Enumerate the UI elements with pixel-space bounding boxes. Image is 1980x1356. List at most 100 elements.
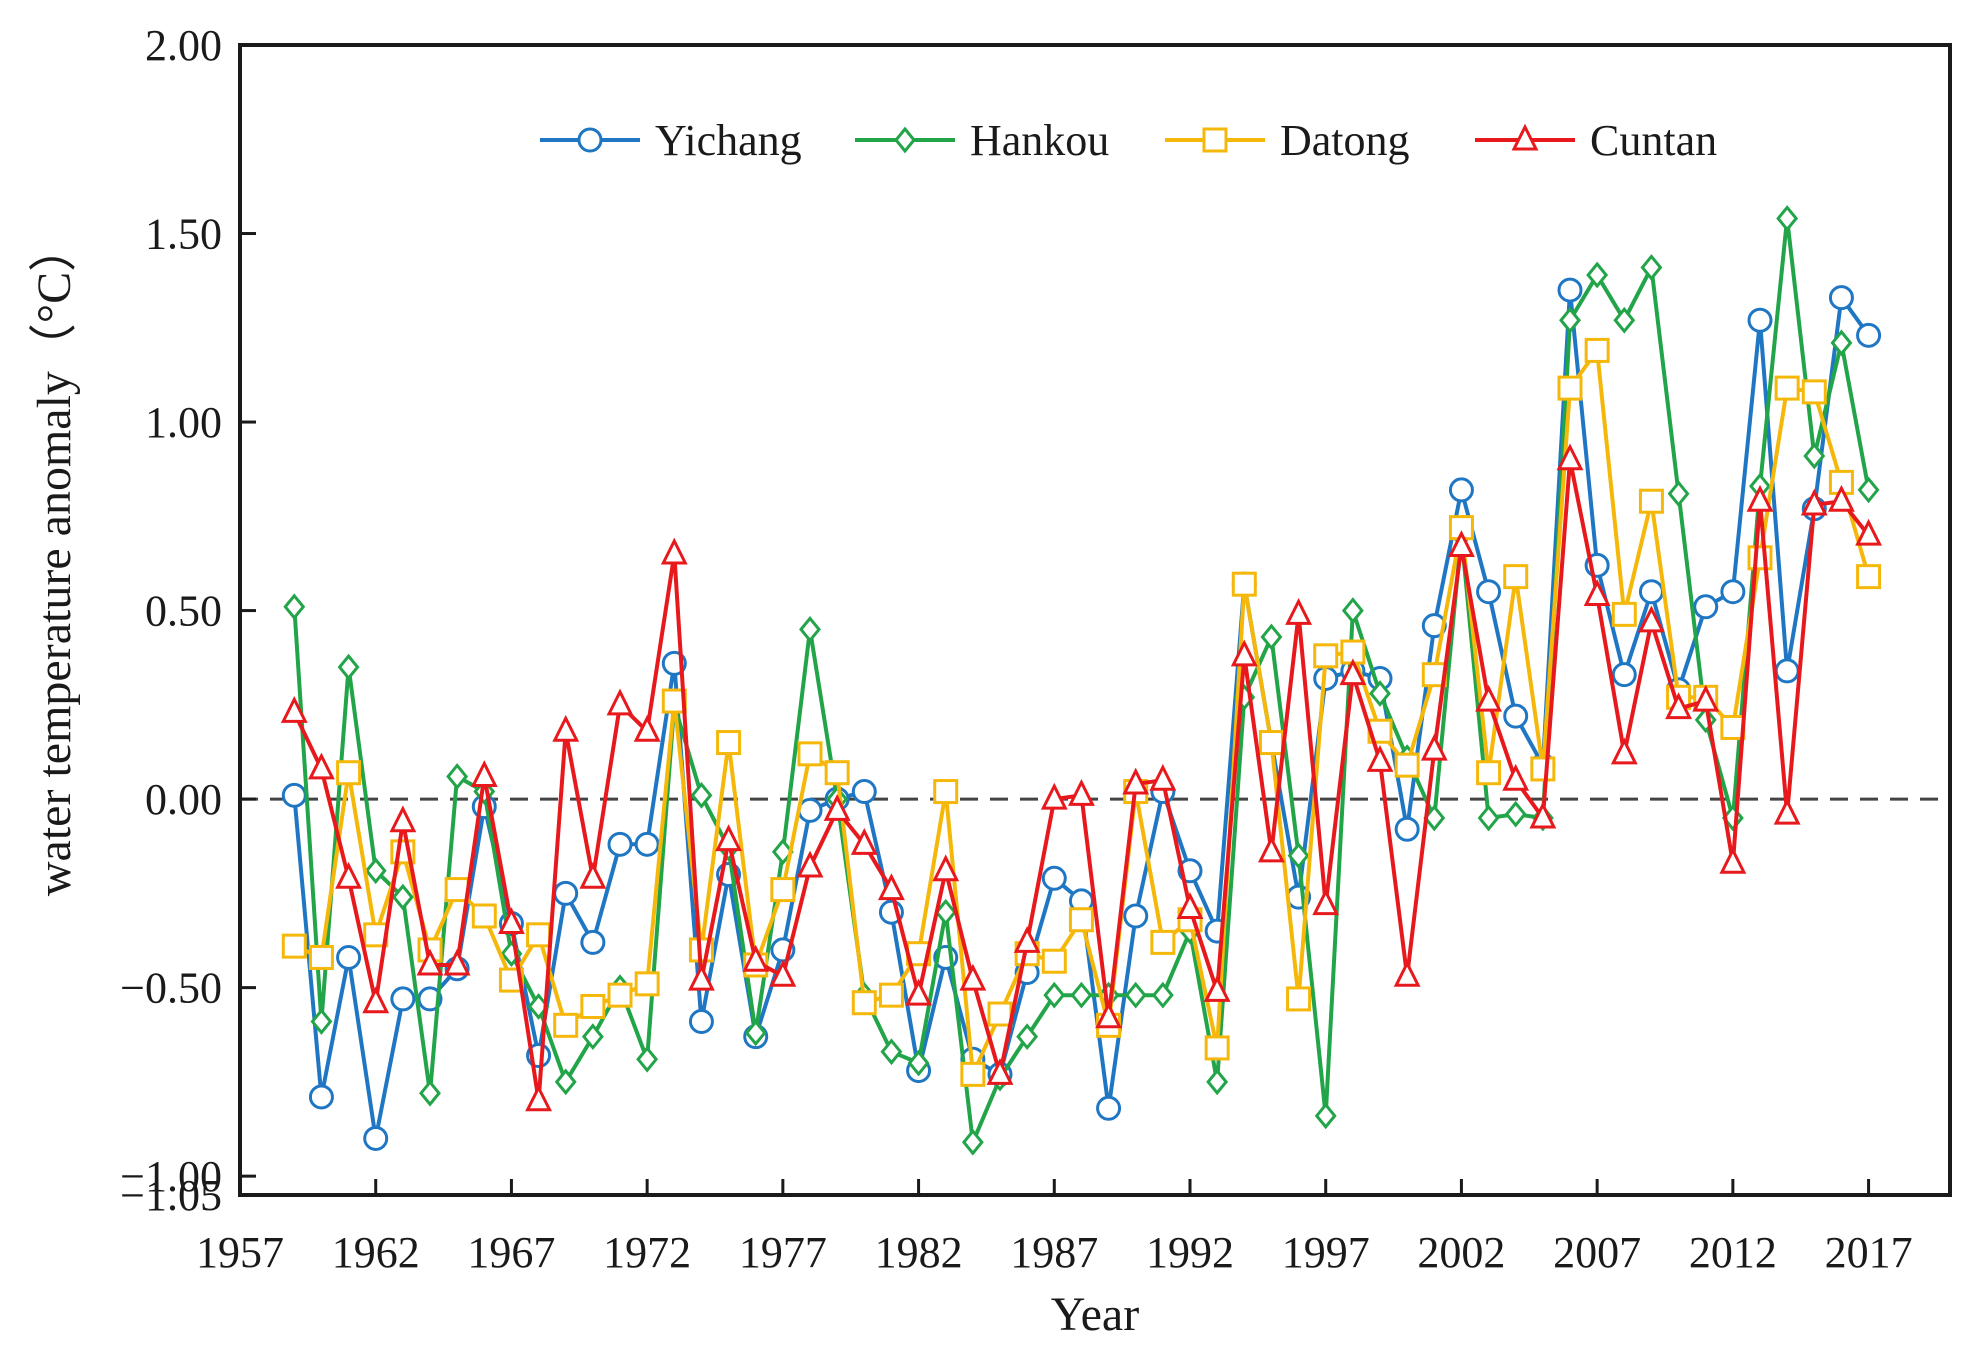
data-point-datong bbox=[607, 982, 633, 1008]
series-cuntan bbox=[280, 443, 1882, 1112]
data-point-yichang bbox=[580, 929, 606, 955]
data-point-datong bbox=[1530, 756, 1556, 782]
data-point-cuntan bbox=[416, 948, 444, 976]
data-point-datong bbox=[308, 944, 334, 970]
data-point-yichang bbox=[1557, 277, 1583, 303]
data-point-yichang bbox=[1448, 477, 1474, 503]
data-point-cuntan bbox=[1502, 763, 1530, 791]
data-point-hankou bbox=[1803, 442, 1826, 470]
y-axis-title: water temperature anomaly（°C） bbox=[28, 224, 81, 896]
legend-marker-yichang bbox=[577, 127, 603, 153]
data-point-hankou bbox=[337, 653, 360, 681]
data-point-datong bbox=[553, 1012, 579, 1038]
data-point-datong bbox=[770, 877, 796, 903]
data-point-datong bbox=[851, 990, 877, 1016]
data-point-datong bbox=[1204, 1035, 1230, 1061]
data-point-hankou bbox=[690, 781, 713, 809]
data-point-cuntan bbox=[1393, 959, 1421, 987]
data-point-yichang bbox=[851, 779, 877, 805]
data-point-cuntan bbox=[470, 760, 498, 787]
data-point-cuntan bbox=[1366, 745, 1394, 772]
legend-item-yichang: Yichang bbox=[540, 116, 802, 165]
data-point-hankou bbox=[1504, 800, 1527, 828]
data-point-cuntan bbox=[796, 850, 824, 878]
data-point-datong bbox=[1611, 601, 1637, 627]
x-tick-label: 1977 bbox=[739, 1228, 827, 1277]
data-point-hankou bbox=[1477, 804, 1500, 832]
data-point-yichang bbox=[1503, 703, 1529, 729]
data-point-datong bbox=[1503, 564, 1529, 590]
data-point-hankou bbox=[419, 1079, 441, 1107]
data-point-cuntan bbox=[905, 978, 932, 1006]
data-point-datong bbox=[1258, 730, 1284, 756]
data-point-cuntan bbox=[1122, 767, 1150, 795]
x-tick-label: 1962 bbox=[332, 1228, 420, 1277]
data-point-hankou bbox=[1341, 597, 1364, 624]
data-point-hankou bbox=[1314, 1102, 1337, 1130]
data-point-yichang bbox=[797, 797, 823, 823]
series-layer bbox=[280, 205, 1882, 1156]
y-tick-label: −1.00 bbox=[120, 1152, 222, 1201]
data-point-cuntan bbox=[742, 944, 770, 972]
data-point-cuntan bbox=[633, 714, 661, 742]
data-point-cuntan bbox=[1149, 763, 1177, 791]
data-point-cuntan bbox=[1420, 733, 1448, 761]
x-tick-label: 2002 bbox=[1417, 1228, 1505, 1277]
x-tick-label: 2017 bbox=[1825, 1228, 1913, 1277]
data-point-hankou bbox=[907, 1049, 930, 1077]
data-point-datong bbox=[471, 903, 497, 929]
plot-area-frame bbox=[238, 43, 1952, 1197]
data-point-datong bbox=[444, 877, 470, 903]
data-point-datong bbox=[1068, 907, 1094, 933]
data-point-yichang bbox=[417, 986, 443, 1012]
data-point-hankou bbox=[1586, 261, 1609, 289]
data-point-cuntan bbox=[1013, 926, 1041, 953]
data-point-cuntan bbox=[362, 986, 390, 1014]
data-point-yichang bbox=[1774, 658, 1800, 684]
y-tick-label: 1.00 bbox=[145, 398, 222, 447]
data-point-cuntan bbox=[823, 794, 851, 821]
data-point-datong bbox=[1747, 545, 1773, 571]
data-point-datong bbox=[1313, 643, 1339, 669]
data-point-yichang bbox=[1394, 816, 1420, 842]
data-point-cuntan bbox=[1638, 605, 1665, 633]
data-point-hankou bbox=[1559, 306, 1581, 334]
legend-item-datong: Datong bbox=[1165, 116, 1410, 165]
data-point-datong bbox=[281, 933, 307, 959]
data-point-yichang bbox=[281, 782, 307, 808]
data-point-yichang bbox=[336, 944, 362, 970]
data-point-hankou bbox=[1124, 981, 1147, 1009]
data-point-cuntan bbox=[1529, 801, 1557, 829]
legend-marker-hankou bbox=[894, 126, 916, 154]
data-point-yichang bbox=[1123, 903, 1149, 929]
data-point-cuntan bbox=[1285, 597, 1312, 625]
data-point-datong bbox=[1041, 948, 1067, 974]
data-point-hankou bbox=[636, 1045, 659, 1073]
data-point-yichang bbox=[308, 1084, 334, 1110]
data-point-cuntan bbox=[1610, 737, 1638, 765]
data-point-cuntan bbox=[878, 873, 905, 901]
data-point-cuntan bbox=[1203, 975, 1231, 1002]
data-point-cuntan bbox=[280, 696, 308, 723]
data-point-cuntan bbox=[1855, 518, 1882, 546]
series-yichang bbox=[281, 277, 1882, 1151]
data-point-yichang bbox=[688, 1009, 714, 1035]
data-point-cuntan bbox=[1692, 684, 1720, 712]
data-point-cuntan bbox=[1583, 579, 1611, 606]
data-point-cuntan bbox=[1040, 782, 1068, 810]
legend-item-cuntan: Cuntan bbox=[1475, 116, 1717, 165]
data-point-datong bbox=[1801, 379, 1827, 405]
data-point-yichang bbox=[1747, 307, 1773, 333]
data-point-hankou bbox=[391, 883, 414, 911]
legend-label-yichang: Yichang bbox=[655, 116, 802, 165]
series-datong bbox=[281, 337, 1882, 1087]
data-point-hankou bbox=[1016, 1023, 1039, 1051]
data-point-datong bbox=[1774, 375, 1800, 401]
legend-marker-cuntan bbox=[1511, 123, 1539, 151]
data-point-hankou bbox=[1830, 329, 1853, 357]
legend-label-datong: Datong bbox=[1280, 116, 1410, 165]
data-point-cuntan bbox=[335, 861, 362, 889]
data-point-cuntan bbox=[1095, 1001, 1122, 1029]
data-point-hankou bbox=[283, 593, 306, 621]
